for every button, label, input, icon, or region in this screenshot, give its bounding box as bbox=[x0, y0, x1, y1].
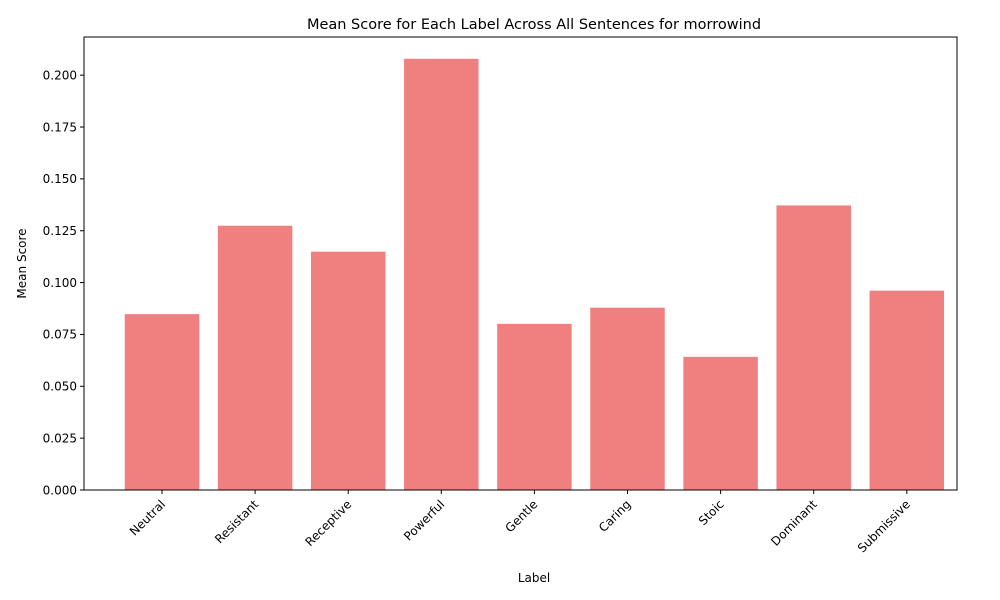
bar-powerful bbox=[404, 58, 479, 490]
bar-receptive bbox=[310, 251, 386, 490]
x-tick-label: Resistant bbox=[212, 497, 261, 546]
bar-stoic bbox=[683, 356, 758, 490]
chart-title: Mean Score for Each Label Across All Sen… bbox=[307, 17, 761, 33]
x-tick-label: Submissive bbox=[855, 497, 913, 555]
y-tick-label: 0.100 bbox=[43, 276, 77, 290]
bars-group bbox=[124, 58, 945, 491]
bar-submissive bbox=[869, 290, 945, 490]
x-axis: Neutral Resistant Receptive Powerful Gentle C… bbox=[127, 490, 913, 555]
x-tick-label: Stoic bbox=[696, 497, 727, 528]
bar-neutral bbox=[124, 314, 200, 490]
y-tick-label: 0.125 bbox=[43, 224, 77, 238]
x-tick-label: Neutral bbox=[127, 497, 168, 538]
y-axis-title: Mean Score bbox=[15, 228, 29, 298]
y-axis: 0.000 0.025 0.050 0.075 0.100 0.125 0.150 0.175… bbox=[43, 68, 84, 497]
x-tick-label: Gentle bbox=[503, 497, 541, 535]
bar-dominant bbox=[776, 205, 851, 491]
x-tick-label: Powerful bbox=[401, 497, 447, 543]
y-tick-label: 0.200 bbox=[43, 68, 77, 82]
bar-caring bbox=[590, 307, 665, 490]
bar-resistant bbox=[217, 225, 293, 490]
y-tick-label: 0.000 bbox=[43, 483, 77, 497]
x-tick-label: Receptive bbox=[302, 497, 354, 549]
y-tick-label: 0.025 bbox=[43, 431, 77, 445]
plot-frame bbox=[83, 36, 958, 491]
x-tick-label: Caring bbox=[596, 497, 634, 535]
y-tick-label: 0.175 bbox=[43, 120, 77, 134]
bar-gentle bbox=[497, 323, 572, 490]
y-tick-label: 0.075 bbox=[43, 328, 77, 342]
x-axis-title: Label bbox=[518, 571, 550, 585]
y-tick-label: 0.150 bbox=[43, 172, 77, 186]
y-tick-label: 0.050 bbox=[43, 380, 77, 394]
x-tick-label: Dominant bbox=[768, 497, 820, 549]
